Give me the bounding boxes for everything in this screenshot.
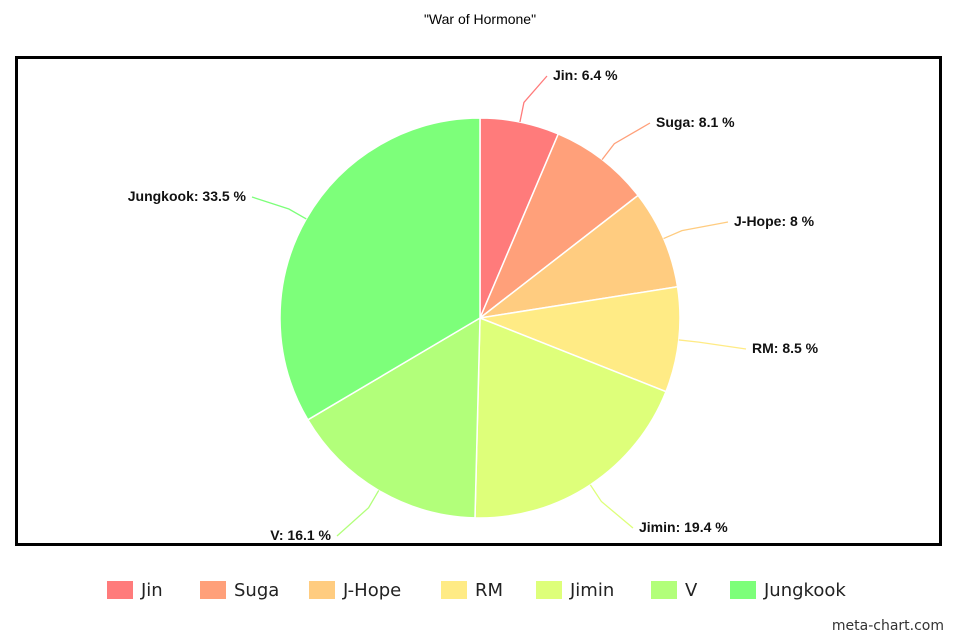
chart-legend: Jin Suga J-Hope RM Jimin V Jungkook (0, 577, 960, 603)
connector-line-jungkook (251, 196, 307, 220)
pie-slice-suga[interactable] (478, 132, 640, 321)
legend-item-jungkook[interactable]: Jungkook (730, 577, 846, 603)
legend-swatch (536, 581, 562, 599)
connector-line-rm (678, 339, 747, 350)
legend-label: Jin (141, 579, 163, 601)
legend-item-rm[interactable]: RM (441, 577, 503, 603)
connector-line-jin (519, 75, 548, 123)
data-label-rm: RM: 8.5 % (752, 340, 819, 356)
legend-item-v[interactable]: V (651, 577, 697, 603)
connector-line-j-hope (663, 221, 729, 240)
connector-line-jimin (589, 484, 634, 529)
connector-line-suga (601, 122, 651, 160)
data-label-suga: Suga: 8.1 % (656, 114, 735, 130)
legend-swatch (441, 581, 467, 599)
data-label-j-hope: J-Hope: 8 % (734, 213, 815, 229)
legend-item-jin[interactable]: Jin (107, 577, 163, 603)
legend-label: RM (475, 579, 504, 601)
data-label-jin: Jin: 6.4 % (553, 67, 618, 83)
legend-label: Suga (234, 579, 280, 601)
legend-item-jimin[interactable]: Jimin (536, 577, 614, 603)
watermark: meta-chart.com (831, 618, 944, 634)
legend-swatch (730, 581, 756, 599)
pie-slice-jungkook[interactable] (279, 117, 481, 421)
legend-item-suga[interactable]: Suga (200, 577, 279, 603)
data-label-v: V: 16.1 % (270, 527, 331, 543)
pie-slice-jimin[interactable] (474, 316, 667, 519)
data-label-jungkook: Jungkook: 33.5 % (128, 188, 247, 204)
legend-swatch (309, 581, 335, 599)
legend-swatch (107, 581, 133, 599)
legend-item-j-hope[interactable]: J-Hope (309, 577, 401, 603)
legend-swatch (651, 581, 677, 599)
pie-slice-v[interactable] (306, 316, 481, 519)
pie-slice-j-hope[interactable] (479, 194, 679, 319)
legend-label: V (685, 579, 698, 601)
data-label-jimin: Jimin: 19.4 % (639, 519, 728, 535)
legend-swatch (200, 581, 226, 599)
legend-label: Jungkook (764, 579, 846, 601)
legend-label: J-Hope (343, 579, 402, 601)
legend-label: Jimin (570, 579, 615, 601)
chart-title: "War of Hormone" (423, 11, 537, 27)
connector-line-v (336, 490, 380, 537)
